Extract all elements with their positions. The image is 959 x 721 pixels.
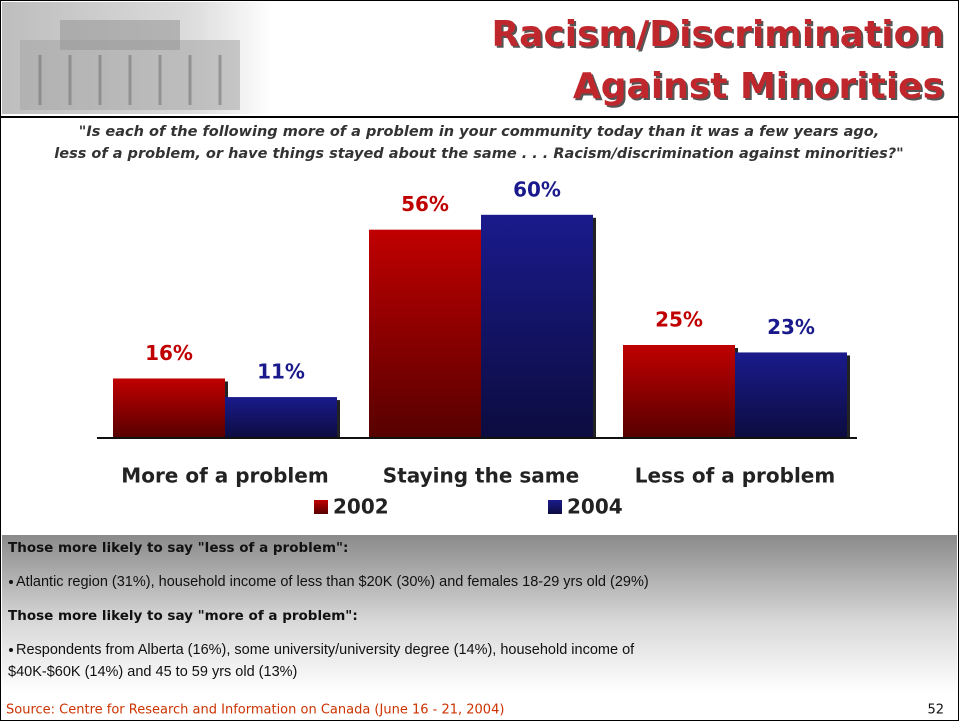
- category-label: Less of a problem: [635, 464, 835, 488]
- category-label: More of a problem: [121, 464, 328, 488]
- category-label: Staying the same: [383, 464, 579, 488]
- note-text: Respondents from Alberta (16%), some uni…: [16, 642, 635, 658]
- bar-shadow: [846, 355, 850, 438]
- legend-label: 2004: [567, 495, 623, 519]
- question: "Is each of the following more of a prob…: [79, 124, 879, 140]
- question: less of a problem, or have things stayed…: [54, 146, 903, 162]
- value-label: 25%: [655, 308, 703, 332]
- title: Against Minorities: [573, 66, 944, 107]
- bar-shading: [225, 397, 337, 438]
- note-heading: Those more likely to say "less of a prob…: [8, 540, 348, 556]
- chart: 16% 11% More of a problem 56% 60% Staying the…: [97, 177, 857, 519]
- notes-box: [2, 535, 957, 693]
- bar-shadow: [336, 400, 340, 438]
- bar-shading: [369, 229, 481, 438]
- value-label: 60%: [513, 177, 561, 201]
- value-label: 16%: [145, 341, 193, 365]
- bar-shading: [113, 378, 225, 438]
- value-label: 56%: [401, 192, 449, 216]
- page-number: 52: [927, 703, 944, 718]
- title-shadow: Against Minorities: [575, 68, 946, 109]
- source: Source: Centre for Research and Informat…: [6, 703, 504, 718]
- title: Racism/Discrimination: [491, 14, 944, 55]
- bar-shadow: [592, 217, 596, 438]
- legend-swatch-shading: [314, 500, 328, 514]
- bullet: [9, 580, 13, 584]
- bar-shading: [481, 214, 593, 438]
- bar-shading: [735, 352, 847, 438]
- legend-swatch-shading: [548, 500, 562, 514]
- note-heading: Those more likely to say "more of a prob…: [8, 608, 358, 624]
- note-text: $40K-$60K (14%) and 45 to 59 yrs old (13…: [8, 664, 297, 680]
- notes: Those more likely to say "less of a prob…: [8, 540, 649, 680]
- bar-shading: [623, 345, 735, 438]
- legend-label: 2002: [333, 495, 389, 519]
- bullet: [9, 648, 13, 652]
- value-label: 11%: [257, 360, 305, 384]
- note-text: Atlantic region (31%), household income …: [16, 574, 649, 590]
- title-shadow: Racism/Discrimination: [493, 16, 946, 57]
- header-photo: [2, 2, 272, 114]
- value-label: 23%: [767, 315, 815, 339]
